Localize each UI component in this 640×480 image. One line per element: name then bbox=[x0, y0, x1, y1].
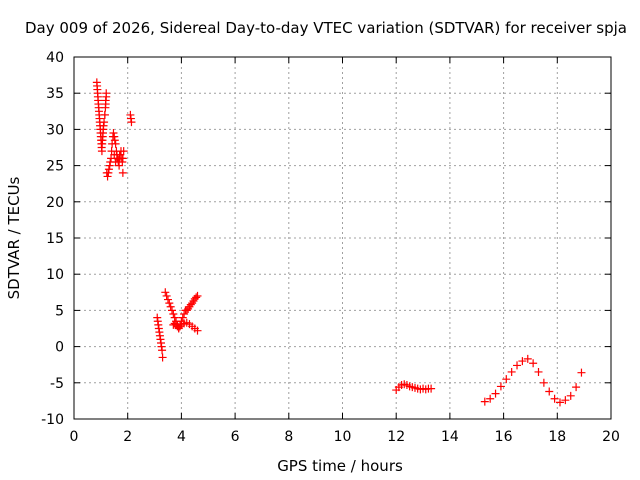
y-tick-label: 40 bbox=[46, 50, 64, 66]
data-point bbox=[127, 118, 136, 127]
x-axis-ticks: 0 2 4 6 8 10 12 14 16 18 20 bbox=[70, 57, 620, 445]
data-point bbox=[491, 389, 500, 398]
y-tick-label: 10 bbox=[46, 267, 64, 283]
data-point bbox=[178, 313, 187, 322]
x-tick-label: 4 bbox=[177, 429, 186, 445]
data-point bbox=[523, 354, 532, 363]
y-tick-label: 35 bbox=[46, 86, 64, 102]
x-tick-label: 0 bbox=[70, 429, 79, 445]
data-point bbox=[176, 322, 185, 331]
series-3 bbox=[392, 380, 436, 395]
chart-title: Day 009 of 2026, Sidereal Day-to-day VTE… bbox=[25, 19, 627, 37]
y-tick-label: 30 bbox=[46, 122, 64, 138]
data-point bbox=[161, 288, 170, 297]
data-point bbox=[168, 306, 177, 315]
data-point bbox=[158, 346, 167, 355]
data-point bbox=[486, 394, 495, 403]
x-tick-label: 16 bbox=[495, 429, 513, 445]
series-4 bbox=[480, 354, 586, 407]
y-axis-ticks: -10 -5 0 5 10 15 20 25 30 35 40 bbox=[41, 50, 611, 428]
data-points bbox=[92, 78, 586, 407]
data-point bbox=[101, 100, 110, 109]
x-tick-label: 8 bbox=[284, 429, 293, 445]
data-point bbox=[534, 367, 543, 376]
y-tick-label: -5 bbox=[50, 376, 64, 392]
x-axis-label: GPS time / hours bbox=[277, 457, 403, 475]
data-point bbox=[162, 291, 171, 300]
data-point bbox=[577, 368, 586, 377]
y-tick-label: -10 bbox=[41, 412, 64, 428]
data-point bbox=[110, 136, 119, 145]
x-tick-label: 20 bbox=[602, 429, 620, 445]
data-point bbox=[100, 110, 109, 119]
gridlines bbox=[74, 57, 611, 419]
data-point bbox=[97, 147, 106, 156]
data-point bbox=[193, 326, 202, 335]
data-point bbox=[507, 367, 516, 376]
data-point bbox=[115, 150, 124, 159]
data-point bbox=[163, 295, 172, 304]
x-tick-label: 10 bbox=[334, 429, 352, 445]
data-point bbox=[502, 375, 511, 384]
data-point bbox=[529, 359, 538, 368]
series-1 bbox=[92, 78, 136, 181]
y-tick-label: 5 bbox=[55, 303, 64, 319]
data-point bbox=[496, 382, 505, 391]
data-point bbox=[566, 391, 575, 400]
data-point bbox=[104, 165, 113, 174]
series-2 bbox=[153, 288, 202, 362]
data-point bbox=[427, 384, 436, 393]
data-point bbox=[480, 397, 489, 406]
data-point bbox=[193, 291, 202, 300]
x-tick-label: 2 bbox=[123, 429, 132, 445]
data-point bbox=[518, 357, 527, 366]
data-point bbox=[169, 310, 178, 319]
y-tick-label: 25 bbox=[46, 159, 64, 175]
data-point bbox=[572, 383, 581, 392]
data-point bbox=[109, 129, 118, 138]
data-point bbox=[513, 361, 522, 370]
data-point bbox=[100, 118, 109, 127]
data-point bbox=[545, 387, 554, 396]
data-point bbox=[555, 398, 564, 407]
data-point bbox=[539, 378, 548, 387]
y-axis-label: SDTVAR / TECUs bbox=[5, 176, 23, 299]
x-tick-label: 12 bbox=[387, 429, 405, 445]
data-point bbox=[158, 353, 167, 362]
data-point bbox=[550, 394, 559, 403]
data-point bbox=[192, 293, 201, 302]
x-tick-label: 6 bbox=[231, 429, 240, 445]
y-tick-label: 15 bbox=[46, 231, 64, 247]
x-tick-label: 14 bbox=[441, 429, 459, 445]
data-point bbox=[114, 155, 123, 164]
y-tick-label: 0 bbox=[55, 340, 64, 356]
data-point bbox=[166, 302, 175, 311]
data-point bbox=[561, 396, 570, 405]
data-point bbox=[111, 139, 120, 148]
y-tick-label: 20 bbox=[46, 195, 64, 211]
data-point bbox=[165, 299, 174, 308]
data-point bbox=[102, 92, 111, 101]
x-tick-label: 18 bbox=[548, 429, 566, 445]
data-point bbox=[103, 172, 112, 181]
data-point bbox=[119, 147, 128, 156]
data-point bbox=[118, 168, 127, 177]
